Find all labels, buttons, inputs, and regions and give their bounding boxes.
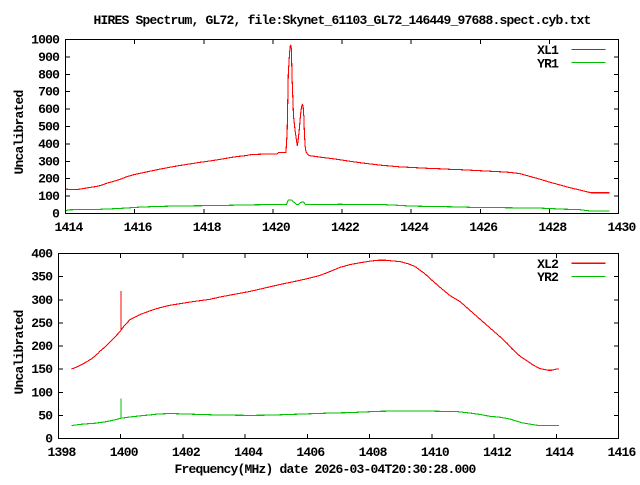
svg-text:1418: 1418 [193, 220, 222, 235]
svg-text:700: 700 [38, 85, 60, 100]
svg-text:1414: 1414 [545, 445, 574, 460]
svg-text:600: 600 [38, 102, 60, 117]
svg-text:400: 400 [31, 247, 53, 262]
svg-text:400: 400 [38, 137, 60, 152]
svg-text:1416: 1416 [607, 445, 636, 460]
svg-text:1406: 1406 [296, 445, 325, 460]
svg-text:1410: 1410 [421, 445, 450, 460]
svg-text:XL2: XL2 [537, 257, 559, 272]
svg-text:0: 0 [52, 207, 60, 222]
svg-text:150: 150 [31, 362, 53, 377]
svg-text:1402: 1402 [172, 445, 201, 460]
svg-text:Uncalibrated: Uncalibrated [12, 90, 27, 174]
svg-text:1426: 1426 [469, 220, 498, 235]
svg-text:250: 250 [31, 316, 53, 331]
svg-text:HIRES Spectrum, GL72, file:Sky: HIRES Spectrum, GL72, file:Skynet_61103_… [93, 13, 590, 28]
svg-text:100: 100 [31, 385, 53, 400]
svg-text:1414: 1414 [54, 220, 83, 235]
svg-text:50: 50 [38, 408, 53, 423]
svg-text:300: 300 [31, 293, 53, 308]
svg-text:1422: 1422 [331, 220, 360, 235]
svg-text:1398: 1398 [47, 445, 76, 460]
svg-text:Frequency(MHz) date 2026-03-04: Frequency(MHz) date 2026-03-04T20:30:28.… [174, 462, 476, 477]
svg-text:300: 300 [38, 154, 60, 169]
svg-text:1430: 1430 [607, 220, 636, 235]
svg-text:1408: 1408 [359, 445, 388, 460]
svg-text:1400: 1400 [110, 445, 139, 460]
svg-text:100: 100 [38, 189, 60, 204]
svg-text:200: 200 [38, 172, 60, 187]
svg-text:Uncalibrated: Uncalibrated [12, 310, 27, 394]
svg-text:1420: 1420 [262, 220, 291, 235]
svg-text:1000: 1000 [31, 33, 60, 48]
svg-text:YR1: YR1 [537, 56, 559, 71]
svg-text:XL1: XL1 [537, 43, 559, 58]
svg-text:YR2: YR2 [537, 270, 559, 285]
svg-text:900: 900 [38, 50, 60, 65]
svg-text:1424: 1424 [400, 220, 429, 235]
svg-text:200: 200 [31, 339, 53, 354]
svg-text:500: 500 [38, 120, 60, 135]
svg-text:1404: 1404 [234, 445, 263, 460]
svg-text:350: 350 [31, 270, 53, 285]
svg-text:800: 800 [38, 67, 60, 82]
svg-text:0: 0 [45, 432, 53, 447]
svg-text:1416: 1416 [124, 220, 153, 235]
svg-text:1412: 1412 [483, 445, 512, 460]
svg-text:1428: 1428 [538, 220, 567, 235]
